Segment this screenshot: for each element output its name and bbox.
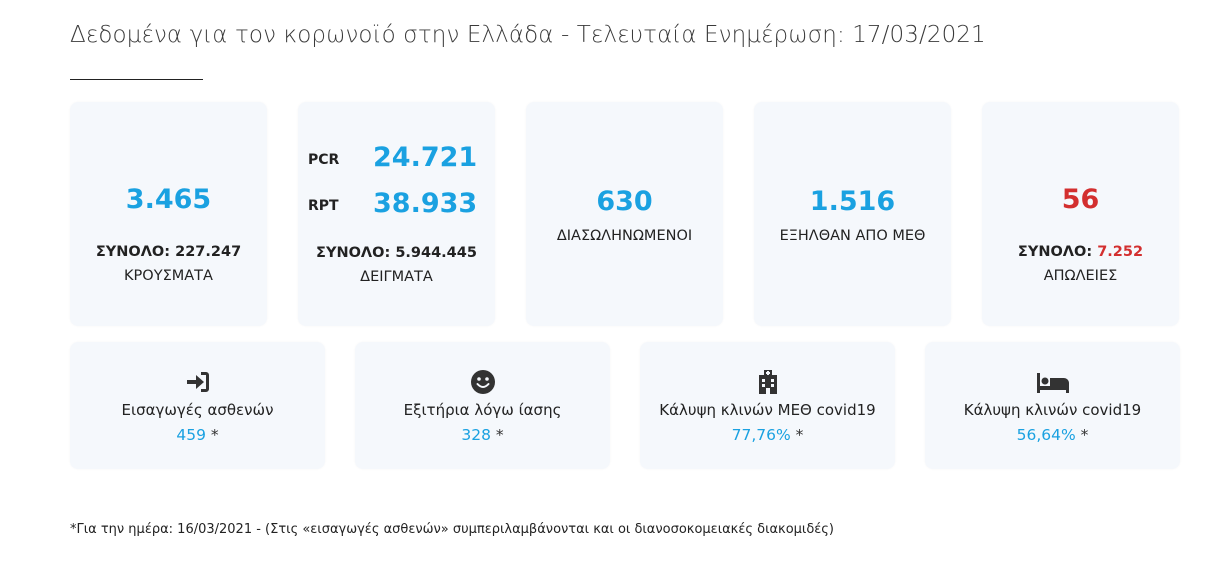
intubated-card: 630 ΔΙΑΣΩΛΗΝΩΜΕΝΟΙ — [526, 102, 723, 326]
bed-icon — [1036, 373, 1069, 393]
recovered-card: Εξιτήρια λόγω ίασης 328 * — [355, 342, 610, 469]
page-title: Δεδομένα για τον κορωνοϊό στην Ελλάδα - … — [70, 22, 986, 48]
rpt-value: 38.933 — [373, 188, 478, 219]
cases-total-value: 227.247 — [175, 244, 242, 260]
covid-beds-asterisk: * — [1080, 426, 1089, 444]
icu-beds-value: 77,76% — [731, 426, 791, 444]
recovered-value: 328 — [461, 426, 491, 444]
admissions-asterisk: * — [210, 426, 219, 444]
intubated-label: ΔΙΑΣΩΛΗΝΩΜΕΝΟΙ — [556, 228, 693, 244]
deaths-total-value: 7.252 — [1097, 244, 1144, 260]
cases-value: 3.465 — [125, 184, 212, 215]
icu-discharged-card: 1.516 ΕΞΗΛΘΑΝ ΑΠΟ ΜΕΘ — [754, 102, 951, 326]
smile-icon — [470, 370, 495, 394]
icu-beds-label: Κάλυψη κλινών ΜΕΘ covid19 — [659, 401, 876, 419]
sign-in-icon — [186, 372, 209, 392]
admissions-card: Εισαγωγές ασθενών 459 * — [70, 342, 325, 469]
pcr-label: PCR — [308, 152, 340, 168]
icu-beds-card: Κάλυψη κλινών ΜΕΘ covid19 77,76% * — [640, 342, 895, 469]
tests-label: ΔΕΙΓΜΑΤΑ — [360, 269, 433, 285]
covid-beds-value: 56,64% — [1016, 426, 1076, 444]
pcr-row: PCR 24.721 — [298, 142, 495, 178]
tests-card: PCR 24.721 RPT 38.933 ΣΥΝΟΛΟ: 5.944.445 … — [298, 102, 495, 326]
deaths-total: ΣΥΝΟΛΟ: 7.252 — [982, 244, 1179, 260]
deaths-total-prefix: ΣΥΝΟΛΟ: — [1017, 244, 1098, 260]
recovered-value-row: 328 * — [355, 426, 610, 444]
deaths-card: 56 ΣΥΝΟΛΟ: 7.252 ΑΠΩΛΕΙΕΣ — [982, 102, 1179, 326]
covid-beds-value-row: 56,64% * — [925, 426, 1180, 444]
deaths-label: ΑΠΩΛΕΙΕΣ — [1043, 268, 1118, 284]
tests-total-prefix: ΣΥΝΟΛΟ: — [316, 245, 396, 261]
icu-beds-asterisk: * — [795, 426, 804, 444]
cases-total-prefix: ΣΥΝΟΛΟ: — [95, 244, 176, 260]
footnote: *Για την ημέρα: 16/03/2021 - (Στις «εισα… — [70, 522, 835, 537]
admissions-label: Εισαγωγές ασθενών — [121, 401, 274, 419]
cases-label: ΚΡΟΥΣΜΑΤΑ — [124, 268, 213, 284]
admissions-value-row: 459 * — [70, 426, 325, 444]
cases-total: ΣΥΝΟΛΟ: 227.247 — [70, 244, 267, 260]
rpt-row: RPT 38.933 — [298, 188, 495, 224]
icu-beds-value-row: 77,76% * — [640, 426, 895, 444]
tests-total: ΣΥΝΟΛΟ: 5.944.445 — [298, 245, 495, 261]
intubated-value: 630 — [596, 186, 653, 217]
title-underline — [70, 79, 203, 80]
admissions-value: 459 — [176, 426, 206, 444]
recovered-label: Εξιτήρια λόγω ίασης — [403, 401, 562, 419]
cases-card: 3.465 ΣΥΝΟΛΟ: 227.247 ΚΡΟΥΣΜΑΤΑ — [70, 102, 267, 326]
deaths-value: 56 — [1061, 184, 1100, 215]
recovered-asterisk: * — [495, 426, 504, 444]
icu-discharged-value: 1.516 — [809, 186, 896, 217]
covid-beds-card: Κάλυψη κλινών covid19 56,64% * — [925, 342, 1180, 469]
tests-total-value: 5.944.445 — [395, 245, 477, 261]
pcr-value: 24.721 — [373, 142, 478, 173]
icu-discharged-label: ΕΞΗΛΘΑΝ ΑΠΟ ΜΕΘ — [779, 228, 926, 244]
hospital-icon — [758, 370, 777, 394]
rpt-label: RPT — [308, 198, 339, 214]
covid-beds-label: Κάλυψη κλινών covid19 — [963, 401, 1142, 419]
